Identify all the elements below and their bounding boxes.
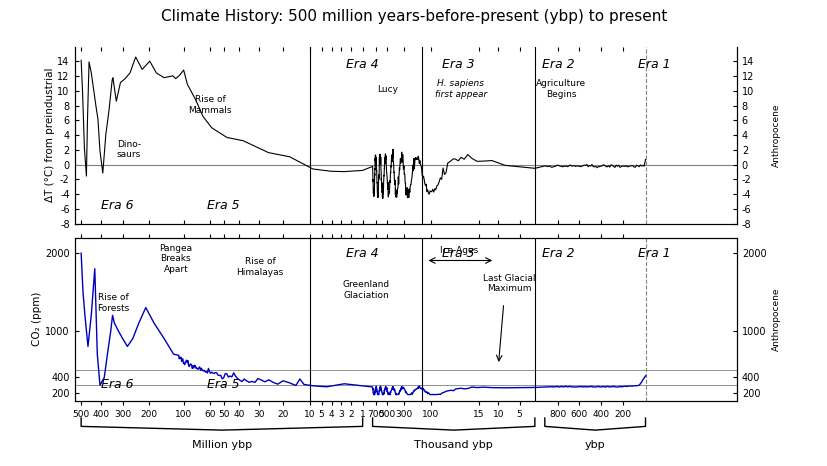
Text: Era 4: Era 4 [346,58,379,71]
Text: Climate History: 500 million years-before-present (ybp) to present: Climate History: 500 million years-befor… [160,9,667,24]
Text: ybp: ybp [584,440,605,450]
Text: Anthropocene: Anthropocene [772,103,780,167]
Text: Era 2: Era 2 [541,58,574,71]
Text: Era 1: Era 1 [637,58,670,71]
Text: H. sapiens
first appear: H. sapiens first appear [434,79,486,99]
Text: Pangea
Breaks
Apart: Pangea Breaks Apart [159,244,192,274]
Text: Rise of
Mammals: Rise of Mammals [189,96,232,115]
Text: Rise of
Forests: Rise of Forests [97,293,129,313]
Text: Rise of
Himalayas: Rise of Himalayas [236,257,284,277]
Text: Era 5: Era 5 [207,199,240,212]
Text: Greenland
Glaciation: Greenland Glaciation [342,280,389,300]
Text: Era 5: Era 5 [207,378,240,391]
Text: Era 6: Era 6 [101,378,134,391]
Text: Era 4: Era 4 [346,247,379,260]
Text: Lucy: Lucy [376,85,397,94]
Text: Thousand ybp: Thousand ybp [414,440,493,450]
Y-axis label: ΔT (°C) from preindustrial: ΔT (°C) from preindustrial [45,68,55,202]
Text: Ice Ages: Ice Ages [439,246,477,255]
Text: Era 2: Era 2 [541,247,574,260]
Text: Anthropocene: Anthropocene [772,288,780,351]
Text: Era 6: Era 6 [101,199,134,212]
Text: Era 3: Era 3 [442,58,475,71]
Text: Era 3: Era 3 [442,247,475,260]
Y-axis label: CO₂ (ppm): CO₂ (ppm) [32,292,42,346]
Text: Million ybp: Million ybp [192,440,251,450]
Text: Agriculture
Begins: Agriculture Begins [536,79,586,99]
Text: Era 1: Era 1 [637,247,670,260]
Text: Dino-
saurs: Dino- saurs [117,140,141,159]
Text: Last Glacial
Maximum: Last Glacial Maximum [483,274,535,293]
